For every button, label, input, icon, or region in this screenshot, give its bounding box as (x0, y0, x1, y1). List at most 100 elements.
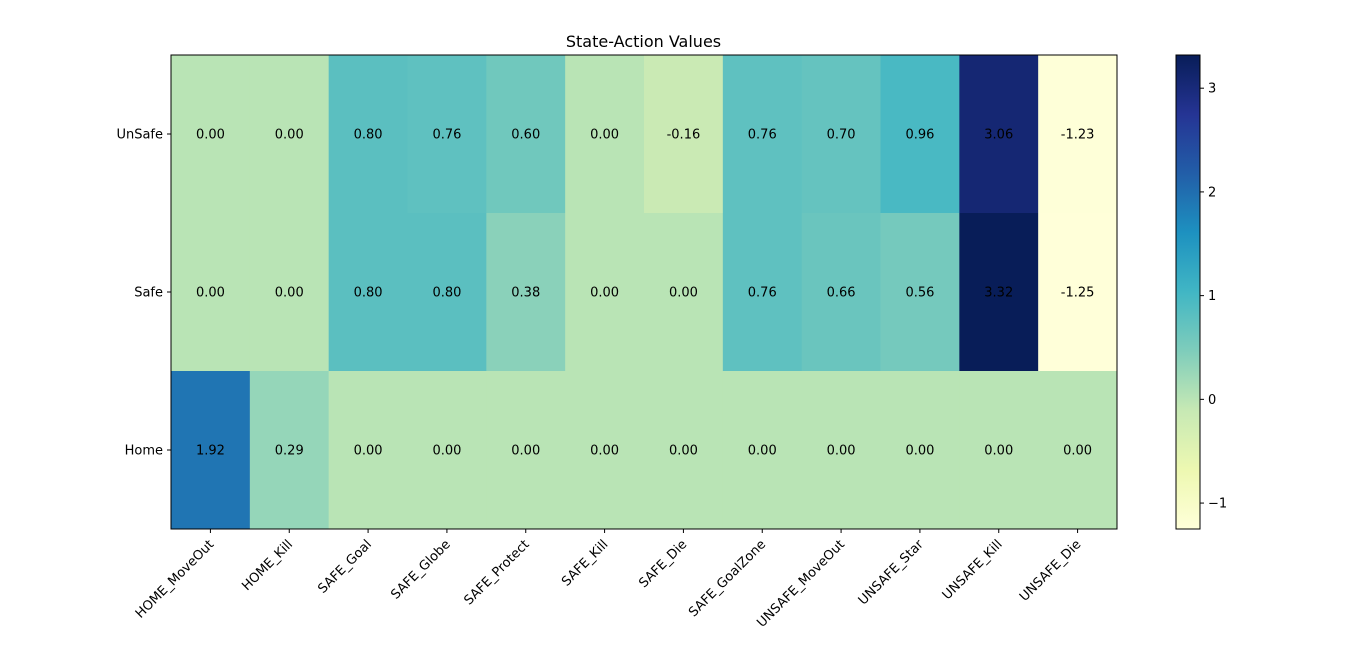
heatmap-cell-0-3 (407, 55, 487, 214)
colorbar-tick-label: −1 (1208, 497, 1227, 512)
cell-value-label: 0.00 (590, 128, 619, 143)
x-axis-ticks: HOME_MoveOut HOME_Kill SAFE_Goal SAFE_Globe… (133, 529, 1084, 631)
heatmap-cell-1-5 (565, 213, 645, 372)
x-tick-label: SAFE_Kill (559, 537, 611, 589)
x-tick-label: SAFE_Goal (315, 537, 375, 597)
heatmap-cell-1-3 (407, 213, 487, 372)
cell-value-label: 0.00 (748, 444, 777, 459)
y-tick-label: Home (125, 444, 163, 459)
cell-value-label: 3.06 (984, 128, 1013, 143)
cell-value-label: 3.32 (984, 286, 1013, 301)
heatmap-cell-labels: 0.00 0.00 0.80 0.76 0.60 0.00 -0.16 0.76 0.70 0.9… (196, 128, 1094, 459)
heatmap-cell-2-6 (644, 371, 724, 530)
cell-value-label: 0.38 (511, 286, 540, 301)
y-tick-label: Safe (134, 286, 163, 301)
y-axis-ticks: UnSafe Safe Home (116, 128, 171, 459)
cell-value-label: 0.66 (827, 286, 856, 301)
heatmap-cell-0-6 (644, 55, 724, 214)
cell-value-label: 0.00 (511, 444, 540, 459)
y-tick-label: UnSafe (116, 128, 163, 143)
cell-value-label: 0.76 (748, 286, 777, 301)
cell-value-label: -0.16 (667, 128, 701, 143)
cell-value-label: 0.00 (275, 286, 304, 301)
heatmap-cell-0-0 (171, 55, 251, 214)
cell-value-label: 0.00 (984, 444, 1013, 459)
colorbar: −1 0 1 2 3 (1175, 54, 1227, 530)
cell-value-label: 0.00 (1063, 444, 1092, 459)
cell-value-label: 0.00 (669, 286, 698, 301)
x-tick-label: SAFE_GoalZone (686, 537, 769, 620)
heatmap-cell-0-1 (249, 55, 330, 214)
heatmap-cell-1-6 (644, 213, 724, 372)
heatmap-cell-2-5 (565, 371, 645, 530)
cell-value-label: 0.60 (511, 128, 540, 143)
cell-value-label: 0.29 (275, 444, 304, 459)
cell-value-label: 0.00 (669, 444, 698, 459)
cell-value-label: 1.92 (196, 444, 225, 459)
x-tick-label: SAFE_Protect (461, 537, 532, 608)
heatmap-cell-2-0 (171, 371, 251, 530)
heatmap-cell-2-8 (801, 371, 881, 530)
heatmap-cell-0-8 (801, 55, 881, 214)
heatmap-cell-2-10 (959, 371, 1039, 530)
heatmap-cell-1-1 (249, 213, 330, 372)
cell-value-label: 0.80 (432, 286, 461, 301)
cell-value-label: 0.00 (590, 444, 619, 459)
heatmap-cell-0-11 (1038, 55, 1118, 214)
heatmap-cell-1-9 (880, 213, 960, 372)
heatmap-cell-2-9 (880, 371, 960, 530)
colorbar-gradient (1175, 54, 1201, 530)
cell-value-label: 0.00 (275, 128, 304, 143)
cell-value-label: 0.76 (432, 128, 461, 143)
x-tick-label: UNSAFE_Star (856, 537, 928, 609)
heatmap-cell-1-11 (1038, 213, 1118, 372)
heatmap-cell-1-2 (328, 213, 408, 372)
heatmap-cell-0-2 (328, 55, 408, 214)
cell-value-label: -1.23 (1061, 128, 1095, 143)
cell-value-label: -1.25 (1061, 286, 1095, 301)
chart-title: State-Action Values (566, 32, 721, 51)
x-tick-label: UNSAFE_MoveOut (754, 537, 848, 631)
heatmap-cell-0-4 (486, 55, 566, 214)
colorbar-tick-label: 0 (1208, 393, 1216, 408)
colorbar-tick-label: 1 (1208, 289, 1216, 304)
cell-value-label: 0.00 (905, 444, 934, 459)
x-tick-label: HOME_Kill (239, 537, 296, 594)
x-tick-label: SAFE_Globe (388, 537, 453, 602)
heatmap-cell-2-4 (486, 371, 566, 530)
cell-value-label: 0.76 (748, 128, 777, 143)
colorbar-ticks: −1 0 1 2 3 (1200, 82, 1227, 512)
cell-value-label: 0.96 (905, 128, 934, 143)
heatmap-cells (171, 55, 1118, 530)
heatmap-cell-0-9 (880, 55, 960, 214)
cell-value-label: 0.00 (590, 286, 619, 301)
heatmap-cell-1-10 (959, 213, 1039, 372)
cell-value-label: 0.00 (827, 444, 856, 459)
cell-value-label: 0.56 (905, 286, 934, 301)
heatmap-cell-2-11 (1038, 371, 1118, 530)
heatmap-cell-0-7 (722, 55, 803, 214)
cell-value-label: 0.00 (196, 286, 225, 301)
heatmap-cell-2-7 (722, 371, 803, 530)
cell-value-label: 0.80 (354, 286, 383, 301)
x-tick-label: HOME_MoveOut (133, 537, 217, 621)
heatmap-cell-0-5 (565, 55, 645, 214)
x-tick-label: SAFE_Die (636, 537, 690, 591)
cell-value-label: 0.70 (827, 128, 856, 143)
x-tick-label: UNSAFE_Kill (940, 537, 1006, 603)
cell-value-label: 0.80 (354, 128, 383, 143)
heatmap-cell-1-7 (722, 213, 803, 372)
heatmap-cell-2-3 (407, 371, 487, 530)
heatmap-cell-2-1 (249, 371, 330, 530)
x-tick-label: UNSAFE_Die (1017, 537, 1084, 604)
heatmap-cell-1-4 (486, 213, 566, 372)
heatmap-cell-2-2 (328, 371, 408, 530)
colorbar-tick-label: 3 (1208, 82, 1216, 97)
heatmap-cell-1-0 (171, 213, 251, 372)
cell-value-label: 0.00 (432, 444, 461, 459)
colorbar-tick-label: 2 (1208, 185, 1216, 200)
heatmap-cell-0-10 (959, 55, 1039, 214)
cell-value-label: 0.00 (196, 128, 225, 143)
heatmap-cell-1-8 (801, 213, 881, 372)
